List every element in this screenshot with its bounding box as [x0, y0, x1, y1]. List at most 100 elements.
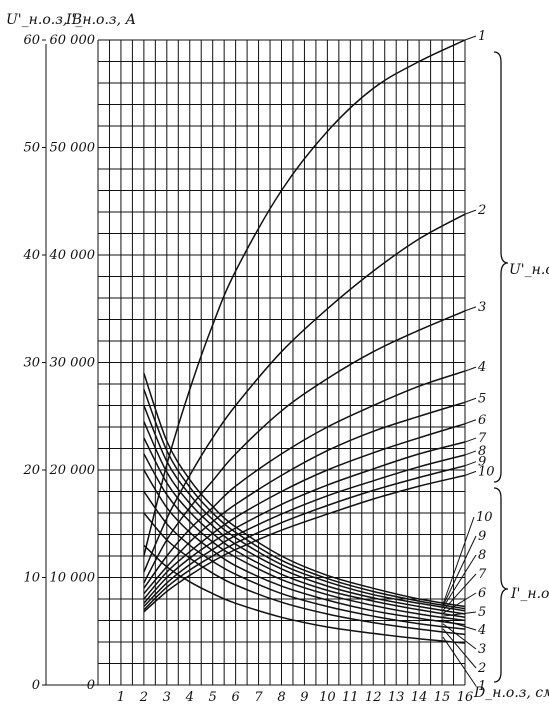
y-tick-label-i: 20 000	[49, 463, 96, 478]
i-curve-9	[143, 389, 466, 610]
i-curve-10	[143, 373, 466, 608]
u-curve-leader-10	[464, 470, 477, 476]
i-curve-label-2: 2	[477, 661, 486, 676]
x-tick-label: 4	[185, 690, 194, 705]
y-tick-label-u: 0	[32, 678, 40, 693]
u-curve-9	[143, 464, 466, 611]
brace-u	[493, 51, 509, 483]
u-curve-6	[143, 423, 466, 600]
u-curve-label-8: 8	[478, 444, 486, 459]
i-curve-label-5: 5	[478, 605, 486, 620]
u-curve-leader-3	[464, 306, 477, 312]
x-tick-label: 12	[365, 690, 382, 705]
u-curve-1	[143, 39, 466, 557]
u-curve-leader-4	[464, 366, 477, 372]
x-tick-label: 13	[388, 690, 405, 705]
i-curve-label-10: 10	[476, 510, 493, 525]
curves	[143, 39, 466, 644]
y-tick-label-u: 30	[23, 356, 40, 371]
u-curve-10	[143, 474, 466, 613]
u-curve-7	[143, 441, 466, 604]
u-curve-label-4: 4	[477, 360, 486, 375]
u-curve-label-1: 1	[478, 29, 486, 44]
u-curve-label-6: 6	[478, 413, 486, 428]
u-curve-3	[143, 310, 466, 584]
y-axis-label-u: U'_н.о.з, В	[6, 12, 82, 28]
i-curve-6	[143, 437, 466, 619]
x-tick-label: 8	[277, 690, 285, 705]
x-tick-label: 9	[300, 690, 308, 705]
x-tick-label: 14	[411, 690, 428, 705]
brace-i	[493, 487, 509, 683]
i-curve-leader-10	[442, 516, 475, 605]
y-tick-label-i: 50 000	[50, 141, 96, 156]
y-tick-label-u: 10	[23, 571, 40, 586]
y-tick-label-i: 30 000	[50, 356, 96, 371]
i-curve-leader-3	[442, 623, 477, 650]
i-curve-7	[143, 421, 466, 615]
i-curve-label-4: 4	[477, 623, 486, 638]
y-tick-label-i: 0	[87, 678, 95, 693]
x-tick-label: 10	[319, 690, 336, 705]
i-curve-leader-1	[442, 636, 477, 687]
i-curve-leader-4	[442, 619, 477, 631]
x-tick-label: 6	[231, 690, 239, 705]
i-curve-5	[143, 453, 466, 622]
i-curve-label-9: 9	[478, 529, 486, 544]
i-curve-3	[143, 491, 466, 630]
i-curve-leader-7	[442, 573, 477, 611]
x-tick-label: 5	[209, 690, 217, 705]
u-curve-leader-8	[464, 450, 477, 456]
x-tick-label: 11	[342, 690, 359, 705]
y-tick-label-i: 60 000	[50, 33, 96, 48]
u-curve-leader-5	[464, 397, 477, 403]
u-curve-label-7: 7	[478, 431, 487, 446]
x-tick-label: 16	[457, 690, 474, 705]
i-curve-leader-8	[442, 554, 477, 608]
y-tick-label-u: 20	[22, 463, 40, 478]
u-curve-leader-6	[464, 419, 477, 425]
axes	[42, 39, 98, 686]
u-curve-leader-2	[464, 209, 477, 215]
y-tick-label-i: 40 000	[49, 248, 96, 263]
i-curve-leader-6	[442, 592, 477, 614]
i-curve-1	[143, 544, 466, 644]
u-curve-5	[143, 401, 466, 595]
i-curve-label-6: 6	[478, 586, 486, 601]
u-curve-label-3: 3	[478, 300, 486, 315]
u-curve-label-10: 10	[478, 464, 495, 479]
u-curve-8	[143, 454, 466, 608]
u-curve-leader-1	[464, 35, 477, 41]
u-curve-leader-7	[464, 437, 477, 443]
i-curve-2	[143, 512, 466, 636]
u-curve-label-5: 5	[478, 391, 486, 406]
x-tick-label: 1	[117, 690, 125, 705]
u-curve-label-9: 9	[478, 455, 486, 470]
i-curve-label-8: 8	[478, 548, 486, 563]
i-curve-8	[143, 405, 466, 612]
i-curve-leader-2	[442, 628, 477, 669]
u-curve-leader-9	[464, 461, 477, 467]
u-curve-label-2: 2	[477, 203, 486, 218]
x-tick-label: 2	[139, 690, 148, 705]
u-curve-4	[143, 370, 466, 589]
i-curve-label-7: 7	[478, 567, 487, 582]
y-tick-label-u: 40	[22, 248, 40, 263]
y-axis-label-i: I'_н.о.з, А	[65, 12, 136, 28]
x-axis-label: D_н.о.з, см	[473, 685, 549, 701]
y-tick-label-u: 50	[23, 141, 40, 156]
group-label-i: I'_н.о.з	[510, 586, 549, 602]
y-tick-label-u: 60	[23, 33, 40, 48]
x-tick-label: 3	[163, 690, 171, 705]
x-tick-label: 7	[254, 690, 263, 705]
group-label-u: U'_н.о.з	[509, 262, 549, 278]
u-curve-2	[143, 213, 466, 573]
braces	[493, 51, 509, 683]
x-tick-label: 15	[434, 690, 451, 705]
i-curve-leader-9	[442, 535, 477, 607]
i-curve-label-3: 3	[478, 642, 486, 657]
i-curve-label-1: 1	[478, 679, 486, 694]
